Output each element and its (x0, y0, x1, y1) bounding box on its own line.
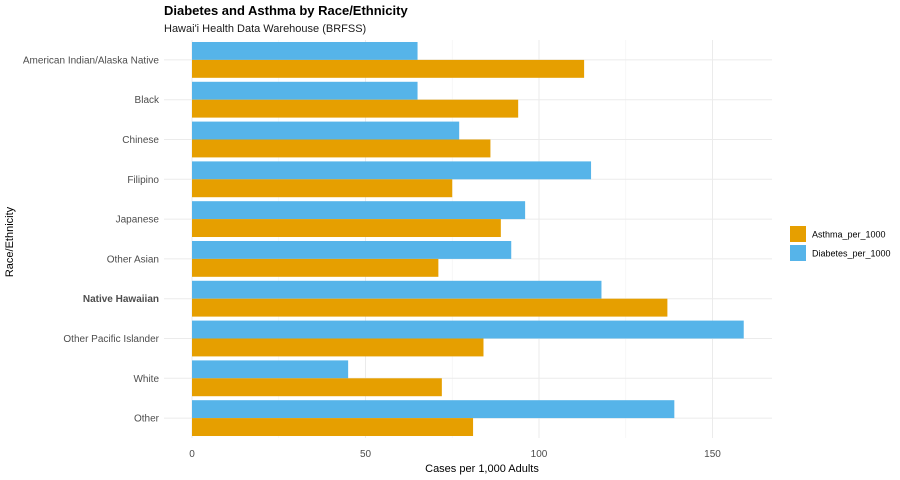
x-tick-label: 100 (531, 449, 548, 460)
y-tick-label: Native Hawaiian (83, 294, 159, 305)
bar-diabetes (192, 201, 526, 220)
chart-subtitle: Hawai'i Health Data Warehouse (BRFSS) (164, 23, 366, 35)
y-tick-label: White (133, 374, 159, 385)
legend-label: Diabetes_per_1000 (812, 249, 891, 259)
bar-diabetes (192, 280, 602, 299)
y-tick-label: Other Asian (107, 254, 159, 265)
bar-asthma (192, 338, 484, 357)
legend-key (790, 245, 806, 261)
bar-asthma (192, 139, 491, 158)
bar-diabetes (192, 320, 744, 339)
bar-diabetes (192, 240, 512, 259)
bar-diabetes (192, 400, 675, 419)
bars (192, 41, 744, 437)
legend: Asthma_per_1000 Diabetes_per_1000 (790, 226, 891, 261)
y-tick-labels: American Indian/Alaska Native Black Chines… (23, 55, 160, 424)
bar-diabetes (192, 360, 349, 379)
bar-asthma (192, 179, 453, 198)
x-tick-label: 0 (189, 449, 195, 460)
bar-asthma (192, 59, 585, 78)
y-tick-label: Japanese (116, 215, 160, 226)
y-tick-label: Other (134, 414, 160, 425)
y-tick-label: Chinese (122, 135, 159, 146)
bar-diabetes (192, 161, 592, 180)
x-tick-labels: 0 50 100 150 (189, 449, 721, 460)
bar-asthma (192, 258, 439, 277)
bar-asthma (192, 378, 442, 397)
chart-title: Diabetes and Asthma by Race/Ethnicity (164, 3, 408, 18)
y-axis-title: Race/Ethnicity (4, 206, 16, 277)
bar-asthma (192, 298, 668, 317)
bar-diabetes (192, 121, 460, 140)
x-axis-title: Cases per 1,000 Adults (425, 463, 539, 475)
x-tick-label: 50 (360, 449, 372, 460)
y-tick-label: Other Pacific Islander (63, 334, 159, 345)
bar-asthma (192, 99, 519, 118)
y-tick-label: Black (135, 95, 160, 106)
bar-diabetes (192, 41, 418, 60)
y-tick-label: Filipino (127, 175, 159, 186)
legend-key (790, 226, 806, 242)
bar-asthma (192, 219, 501, 238)
x-tick-label: 150 (704, 449, 721, 460)
y-tick-label: American Indian/Alaska Native (23, 55, 160, 66)
legend-label: Asthma_per_1000 (812, 230, 886, 240)
bar-diabetes (192, 81, 418, 100)
bar-asthma (192, 418, 474, 437)
